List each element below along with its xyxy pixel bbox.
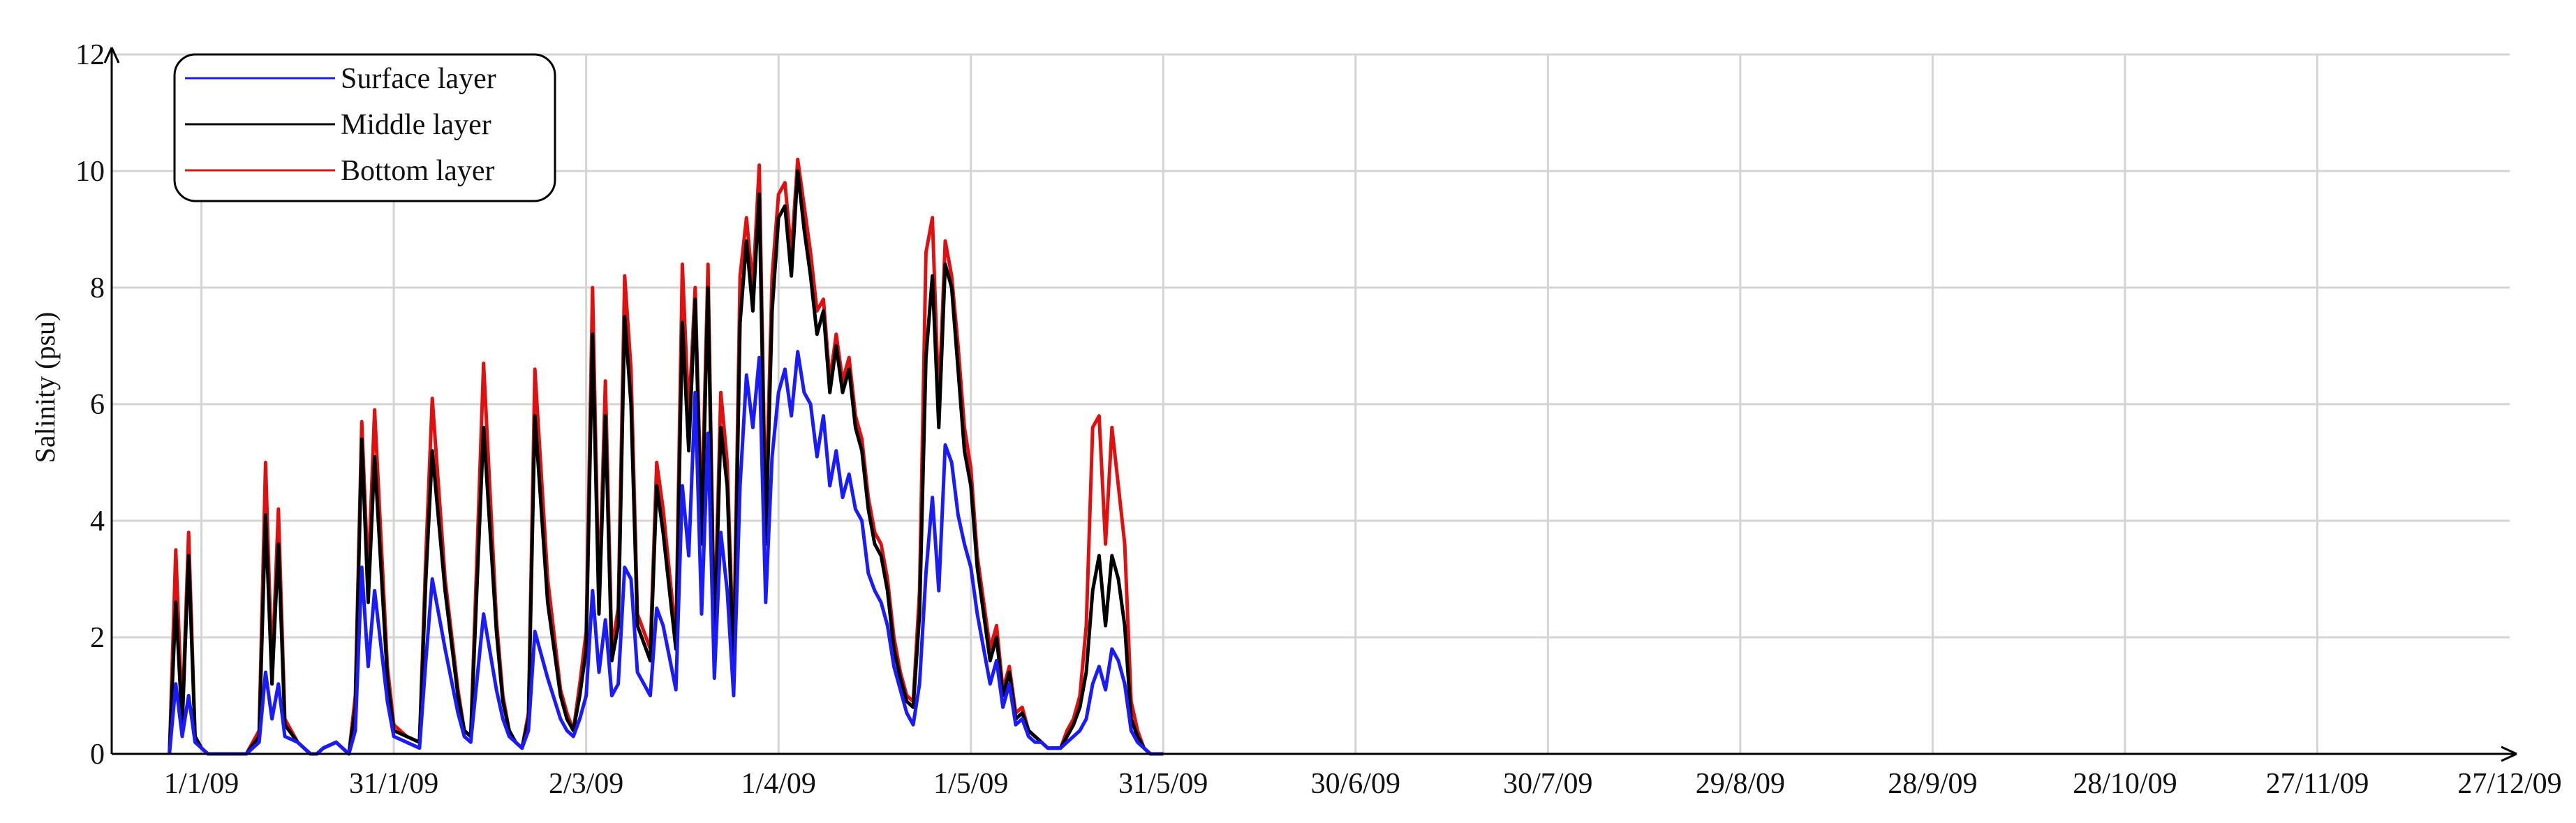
y-tick-label: 0: [90, 739, 105, 771]
x-tick-label: 28/10/09: [2073, 768, 2177, 800]
legend-label: Middle layer: [341, 109, 491, 141]
x-tick-label: 29/8/09: [1696, 768, 1785, 800]
y-axis-arrow: [103, 47, 120, 64]
y-tick-label: 2: [90, 622, 105, 654]
legend: Surface layer Middle layer Bottom layer: [173, 53, 556, 202]
legend-label: Bottom layer: [341, 155, 494, 187]
x-tick-label: 27/11/09: [2266, 768, 2369, 800]
series-layer: [168, 157, 1164, 756]
y-axis-title: Salinity (psu): [29, 312, 61, 464]
tick-labels: 0 2 4 6 8 10 12 1/1/09 31/1/09 2/3/09 1/4/09 1/5/09…: [75, 39, 2562, 800]
x-tick-label: 27/12/09: [2457, 768, 2561, 800]
legend-label: Surface layer: [341, 63, 496, 95]
series-line-bottom: [168, 157, 1164, 756]
y-tick-label: 12: [75, 39, 105, 71]
legend-box: [173, 53, 556, 202]
x-tick-label: 1/5/09: [933, 768, 1008, 800]
x-axis-arrow: [2501, 746, 2517, 762]
y-tick-label: 4: [90, 505, 105, 537]
y-tick-label: 6: [90, 389, 105, 421]
x-tick-label: 2/3/09: [549, 768, 623, 800]
y-tick-label: 10: [75, 156, 105, 188]
x-tick-label: 30/7/09: [1503, 768, 1592, 800]
x-tick-label: 28/9/09: [1888, 768, 1977, 800]
axes-layer: [103, 47, 2517, 762]
x-tick-label: 31/5/09: [1118, 768, 1208, 800]
series-line-surface: [168, 350, 1164, 756]
x-tick-label: 1/4/09: [741, 768, 816, 800]
series-line-middle: [168, 169, 1164, 756]
x-tick-label: 30/6/09: [1311, 768, 1400, 800]
y-tick-label: 8: [90, 272, 105, 304]
x-tick-label: 1/1/09: [164, 768, 239, 800]
x-tick-label: 31/1/09: [349, 768, 438, 800]
